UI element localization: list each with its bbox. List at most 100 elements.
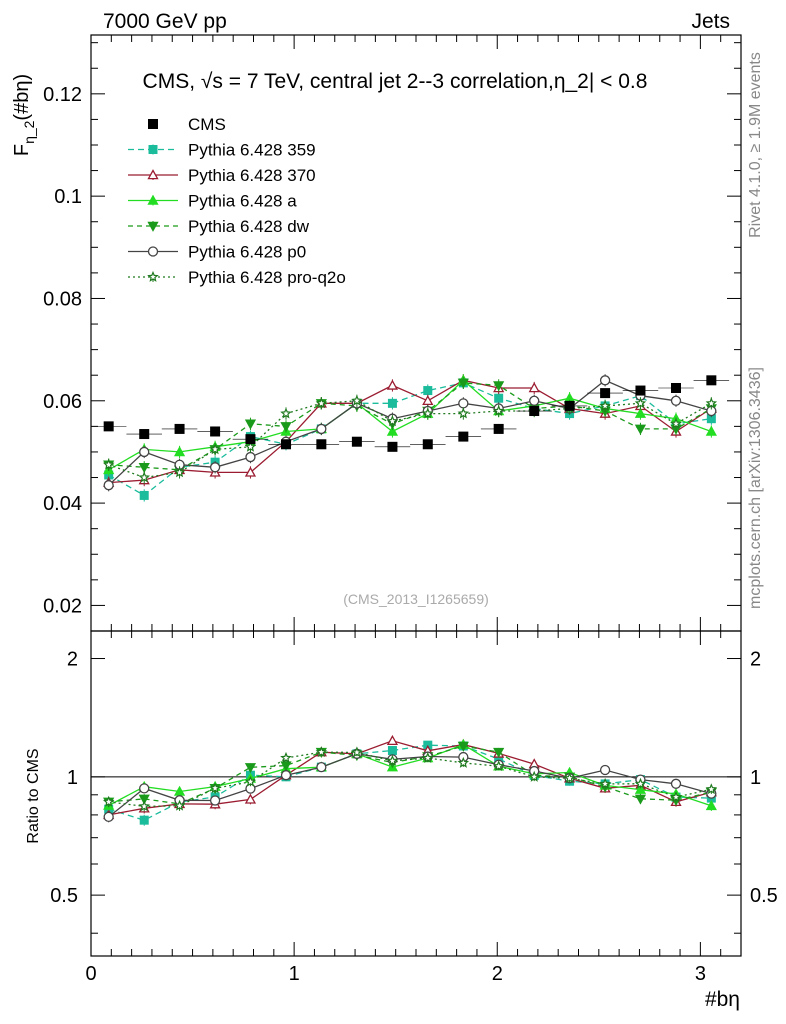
series-2-ratio-line (108, 740, 712, 816)
x-tick-label: 1 (289, 963, 300, 985)
series-2-point (422, 394, 434, 406)
series-2-line (108, 379, 712, 484)
series-1-ratio-line (108, 744, 712, 821)
ratio-tick-label-left: 1 (67, 767, 78, 789)
series-5-ratio-point (209, 795, 221, 806)
series-4-ratio-point (457, 741, 469, 752)
series-6-point (599, 399, 611, 411)
series-3-point (634, 407, 647, 418)
series-2-point (386, 379, 399, 390)
series-6-ratio-point (244, 775, 257, 787)
x-tick-label: 0 (85, 963, 96, 985)
series-1-point (387, 398, 397, 408)
legend-entry-series-4: Pythia 6.428 dw (128, 217, 310, 236)
series-4-ratio-point (280, 761, 292, 772)
y-tick-label: 0.12 (43, 84, 82, 106)
cms-point (210, 426, 221, 437)
x-axis-label: #bη (705, 988, 740, 1011)
y-axis-label-main: F (11, 144, 33, 156)
series-1-ratio-point (494, 754, 504, 764)
series-5-ratio-line (108, 753, 712, 818)
series-6-ratio-point (492, 760, 505, 772)
ratio-tick-label-right: 0.5 (750, 885, 778, 907)
chart-title: CMS, √s = 7 TeV, central jet 2--3 correl… (143, 70, 648, 93)
series-2-point (244, 466, 257, 477)
series-4-point (634, 424, 647, 435)
legend-entry-series-3: Pythia 6.428 a (128, 192, 297, 211)
legend-marker (148, 145, 158, 154)
series-3-point (705, 425, 717, 436)
series-6-point (457, 407, 470, 419)
series-6-ratio-point (634, 777, 647, 789)
series-2-point (528, 382, 540, 393)
cms-data-layer (90, 375, 730, 452)
series-6-point (705, 397, 718, 409)
series-3-ratio-line (108, 743, 712, 807)
series-6-point (173, 466, 186, 478)
x-tick-label: 3 (695, 963, 706, 985)
series-5-ratio-point (316, 762, 327, 773)
series-6-ratio-point (670, 791, 682, 802)
series-5-point (599, 375, 611, 386)
series-6-ratio-point (280, 751, 292, 764)
legend-label: Pythia 6.428 pro-q2o (188, 268, 346, 287)
series-6-point (492, 404, 505, 417)
y-axis-label-subscript: η_2 (21, 120, 37, 144)
series-5-point (103, 480, 114, 491)
cms-point (387, 441, 398, 452)
series-6-point (102, 458, 115, 470)
y-tick-label: 0.06 (43, 391, 82, 413)
series-5-ratio-point (280, 770, 292, 781)
cms-point (245, 434, 256, 445)
series-2-ratio-point (386, 734, 399, 746)
series-6-point (351, 394, 363, 406)
series-6-ratio-point (563, 772, 576, 784)
y-axis-label-tail: (#bη) (11, 74, 33, 121)
series-6-ratio-point (421, 751, 434, 764)
series-4-ratio-line (108, 745, 712, 805)
series-4-ratio-point (493, 747, 505, 758)
series-3-point (386, 425, 399, 436)
cms-point (564, 400, 575, 411)
series-6-point (422, 407, 434, 419)
series-5-point (209, 462, 221, 473)
series-6-point (315, 397, 328, 409)
legend-entry-series-6: Pythia 6.428 pro-q2o (128, 268, 346, 287)
cms-point (103, 421, 114, 432)
cms-point (281, 439, 291, 450)
series-6-ratio-point (528, 770, 540, 782)
series-1-point (706, 414, 716, 424)
series-5-line (108, 379, 712, 486)
series-5-ratio-point (670, 778, 682, 789)
legend-marker (147, 194, 159, 205)
legend-marker (147, 221, 159, 232)
series-4-ratio-point (138, 794, 150, 805)
series-1-point (494, 393, 504, 403)
series-5-point (458, 398, 469, 409)
legend-label: Pythia 6.428 p0 (188, 243, 306, 262)
series-4-ratio-point (244, 763, 257, 774)
series-4-point (244, 419, 257, 430)
legend-label: CMS (188, 115, 226, 134)
series-6-ratio-point (209, 782, 221, 794)
legend-entry-series-2: Pythia 6.428 370 (128, 166, 316, 185)
legend-label: Pythia 6.428 dw (188, 217, 310, 236)
series-1-point (139, 490, 149, 500)
series-6-point (244, 440, 257, 452)
series-1-ratio-point (387, 746, 397, 756)
series-6-point (634, 397, 647, 409)
series-6-line (108, 400, 712, 479)
series-4-point (138, 463, 150, 474)
cms-point (139, 429, 150, 440)
series-3-ratio-point (634, 783, 647, 794)
series-6-ratio-point (457, 756, 470, 768)
ratio-tick-label-right: 1 (750, 767, 761, 789)
cms-point (493, 423, 504, 434)
series-5-ratio-point (599, 764, 611, 776)
x-tick-label: 2 (492, 963, 503, 985)
legend-label: Pythia 6.428 a (188, 192, 297, 211)
series-1-ratio-point (139, 815, 149, 825)
ratio-tick-label-right: 2 (750, 649, 761, 671)
